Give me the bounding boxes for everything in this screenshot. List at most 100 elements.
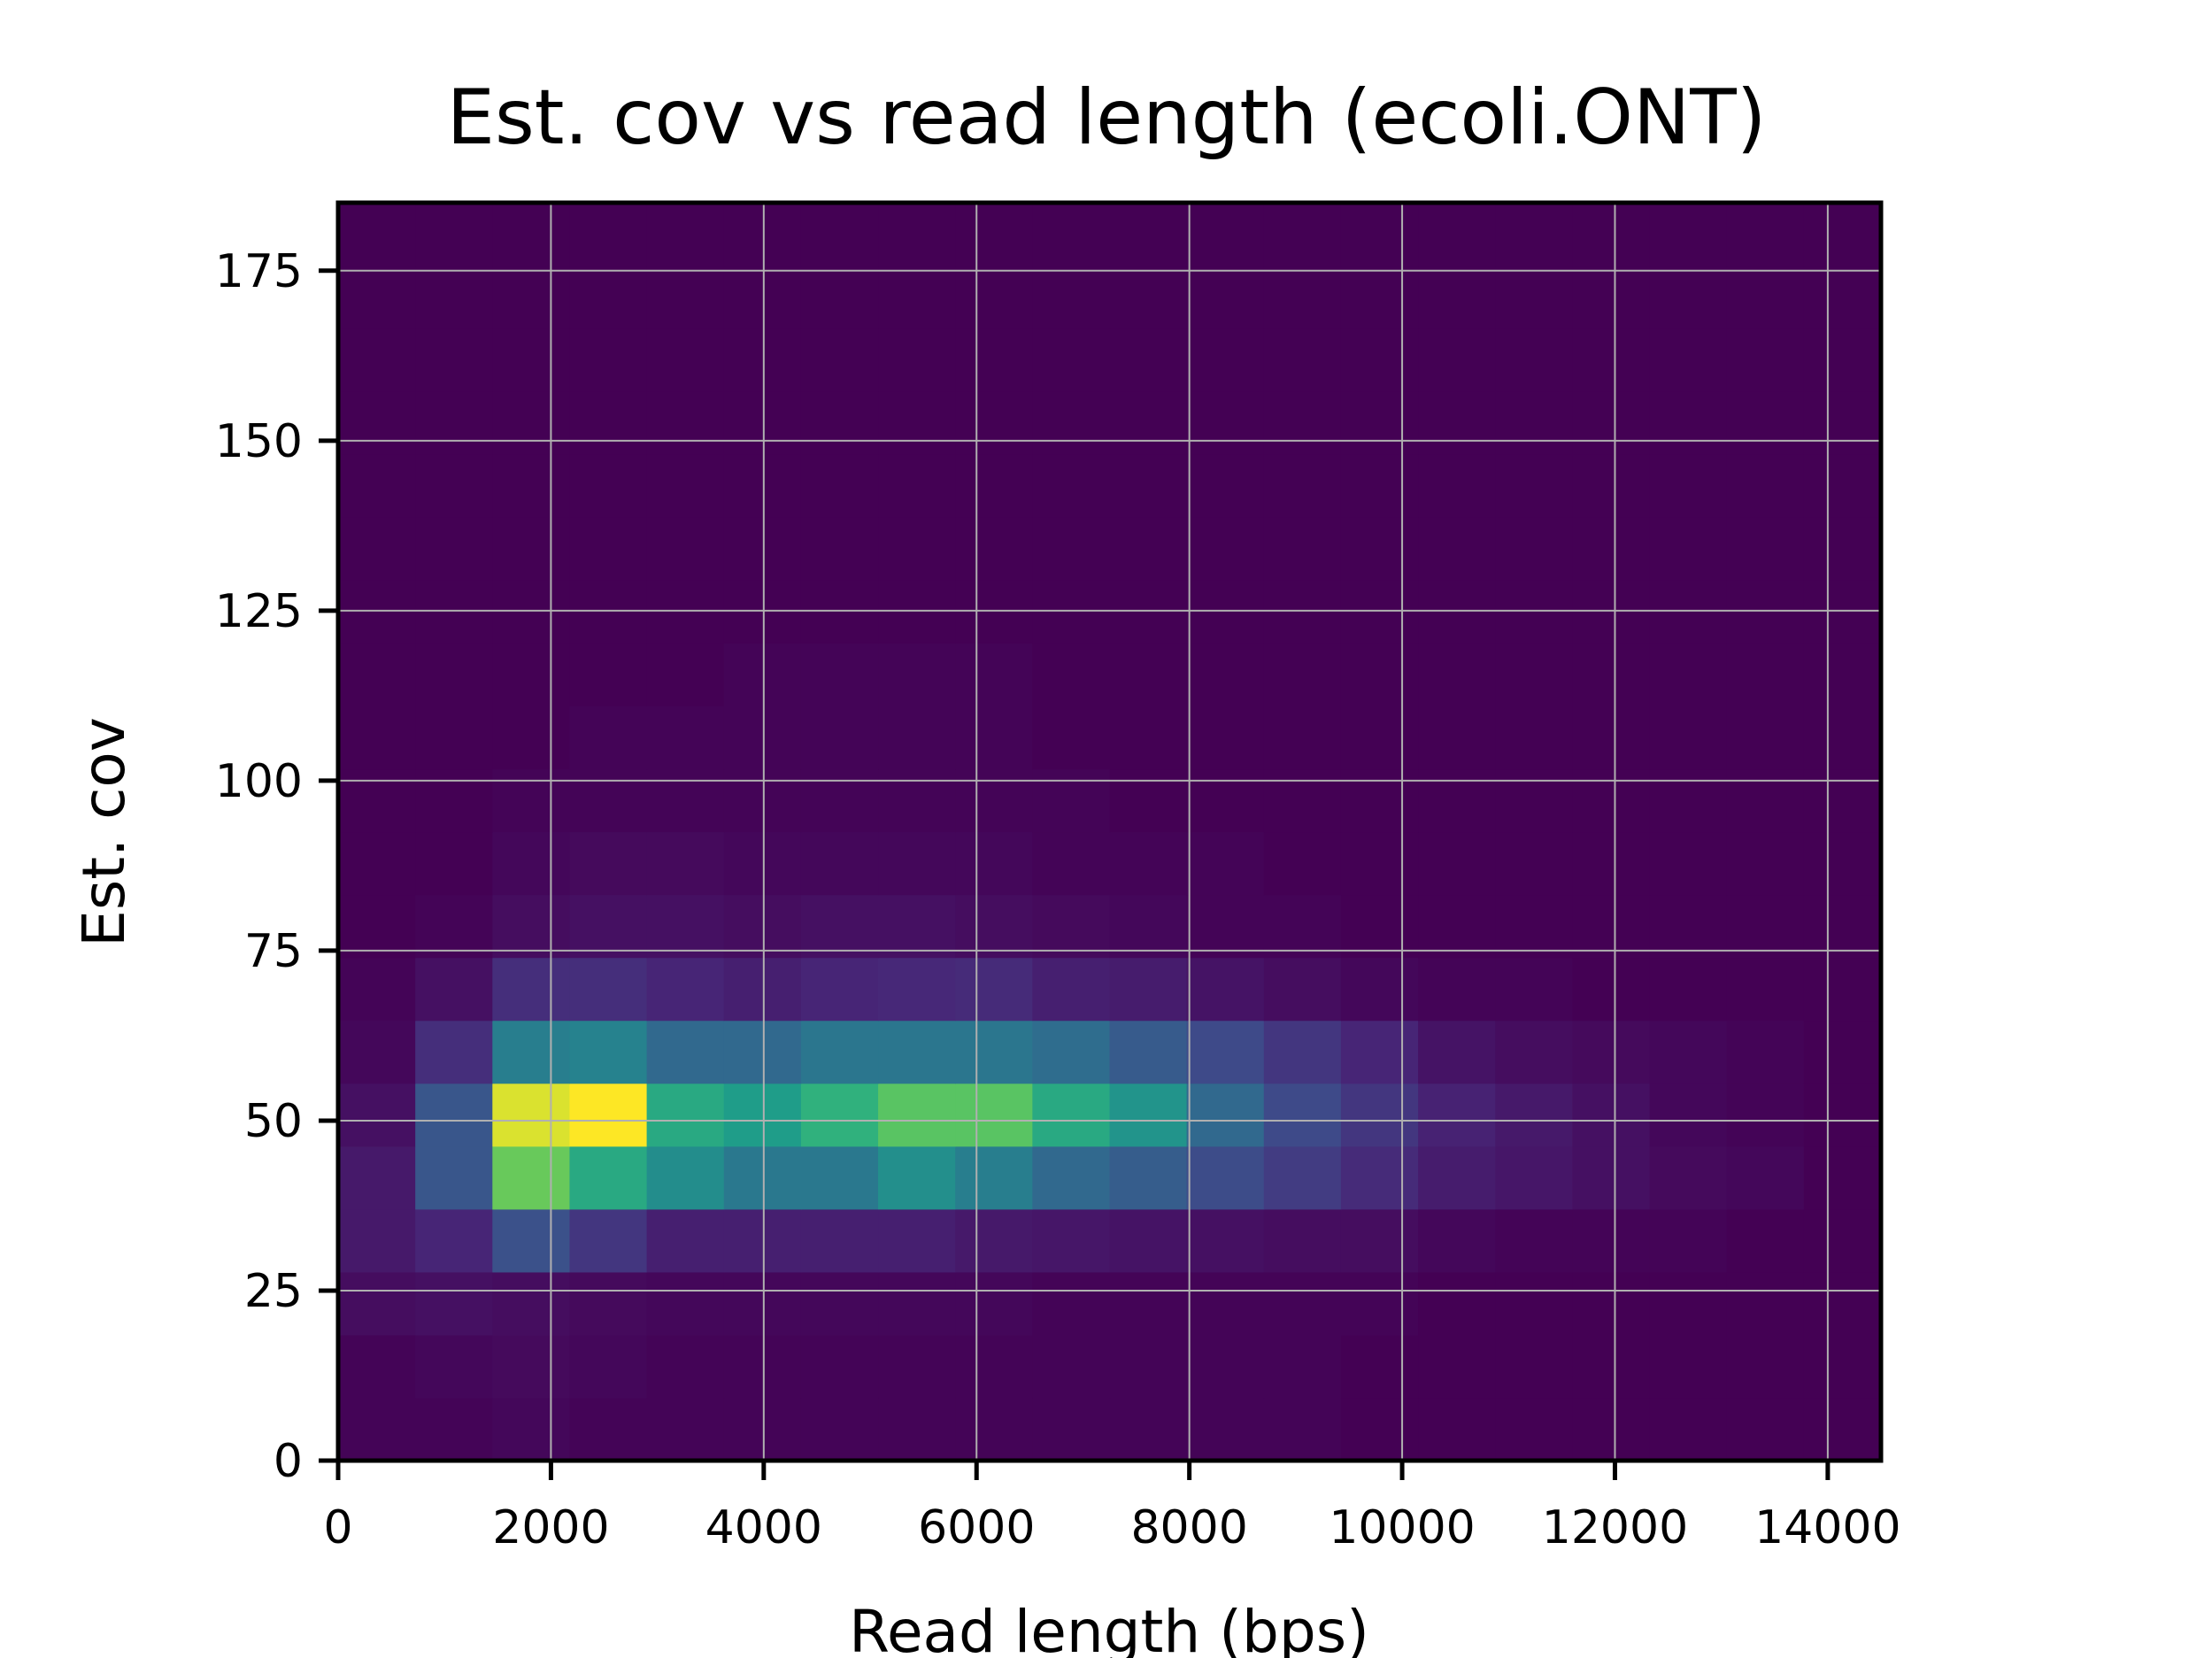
heatmap-cell xyxy=(1572,643,1651,706)
heatmap-cell xyxy=(569,1145,648,1210)
heatmap-cell xyxy=(1263,1397,1342,1461)
heatmap-cell xyxy=(1263,894,1342,959)
heatmap-cell xyxy=(569,643,648,706)
heatmap-cell xyxy=(1572,1334,1651,1399)
heatmap-cell xyxy=(1495,1020,1573,1084)
heatmap-cell xyxy=(723,957,802,1022)
heatmap-cell xyxy=(1649,1397,1728,1461)
heatmap-cell xyxy=(1109,580,1188,644)
y-tick-label: 75 xyxy=(244,925,303,978)
heatmap-cell xyxy=(1495,1208,1573,1273)
heatmap-cell xyxy=(1340,266,1419,329)
heatmap-cell xyxy=(569,831,648,896)
heatmap-cell xyxy=(1032,203,1111,266)
heatmap-cell xyxy=(723,643,802,706)
heatmap-cell xyxy=(415,1020,493,1084)
heatmap-cell xyxy=(1109,266,1188,329)
heatmap-cell xyxy=(415,706,493,770)
heatmap-cell xyxy=(1186,706,1265,770)
x-tick-label: 12000 xyxy=(1542,1501,1688,1554)
heatmap-cell xyxy=(800,454,879,518)
heatmap-cell xyxy=(1263,580,1342,644)
heatmap-cell xyxy=(1186,1271,1265,1336)
heatmap-cell xyxy=(415,454,493,518)
heatmap-cell xyxy=(955,1208,1033,1273)
heatmap-cell xyxy=(646,454,725,518)
heatmap-cell xyxy=(1418,203,1496,266)
heatmap-cell xyxy=(1340,328,1419,392)
heatmap-cell xyxy=(1109,831,1188,896)
heatmap-cell xyxy=(1340,1208,1419,1273)
heatmap-cell xyxy=(1726,580,1805,644)
heatmap-cell xyxy=(723,517,802,581)
heatmap-cell xyxy=(800,1208,879,1273)
heatmap-cell xyxy=(723,1145,802,1210)
heatmap-cell xyxy=(1495,1397,1573,1461)
heatmap-cell xyxy=(955,203,1033,266)
heatmap-cell xyxy=(1649,1145,1728,1210)
heatmap-cell xyxy=(723,894,802,959)
heatmap-cell xyxy=(955,1271,1033,1336)
heatmap-cell xyxy=(1495,391,1573,455)
heatmap-cell xyxy=(878,266,956,329)
heatmap-cell xyxy=(646,1145,725,1210)
heatmap-cell xyxy=(492,706,571,770)
heatmap-cell xyxy=(1263,1334,1342,1399)
heatmap-cell xyxy=(646,1208,725,1273)
heatmap-cell xyxy=(1726,203,1805,266)
heatmap-cell xyxy=(1263,391,1342,455)
heatmap-cell xyxy=(569,706,648,770)
heatmap-cell xyxy=(1263,517,1342,581)
heatmap-cell xyxy=(415,894,493,959)
heatmap-cell xyxy=(1032,831,1111,896)
heatmap-cell xyxy=(1418,1208,1496,1273)
heatmap-cell xyxy=(492,1083,571,1147)
heatmap-cell xyxy=(1649,768,1728,833)
heatmap-cell xyxy=(1803,517,1882,581)
heatmap-cell xyxy=(569,328,648,392)
heatmap-cell xyxy=(955,266,1033,329)
heatmap-cell xyxy=(878,1271,956,1336)
y-tick-label: 0 xyxy=(274,1435,303,1488)
heatmap-cell xyxy=(955,1397,1033,1461)
heatmap-cell xyxy=(1263,1083,1342,1147)
heatmap-cell xyxy=(338,1145,416,1210)
heatmap-cell xyxy=(1186,643,1265,706)
heatmap-cell xyxy=(1109,706,1188,770)
heatmap-cell xyxy=(1109,957,1188,1022)
heatmap-cell xyxy=(878,391,956,455)
heatmap-cell xyxy=(1032,517,1111,581)
heatmap-cell xyxy=(1572,1083,1651,1147)
heatmap-cell xyxy=(800,1397,879,1461)
heatmap-cell xyxy=(1649,894,1728,959)
heatmap-cell xyxy=(800,1334,879,1399)
heatmap-cell xyxy=(1572,266,1651,329)
x-axis-ticks: 0 2000 4000 6000 8000 10000 12000 14000 xyxy=(323,1461,1901,1554)
heatmap-cell xyxy=(1186,328,1265,392)
heatmap-cell xyxy=(878,768,956,833)
heatmap-cell xyxy=(1032,454,1111,518)
heatmap-cell xyxy=(338,1208,416,1273)
heatmap-cell xyxy=(338,1334,416,1399)
heatmap-cell xyxy=(1418,391,1496,455)
x-tick-label: 14000 xyxy=(1754,1501,1900,1554)
x-axis-label: Read length (bps) xyxy=(849,1598,1369,1658)
heatmap-cell xyxy=(1340,957,1419,1022)
heatmap-cell xyxy=(492,454,571,518)
heatmap-cell xyxy=(338,1020,416,1084)
heatmap-cell xyxy=(800,580,879,644)
heatmap-cell xyxy=(415,957,493,1022)
heatmap-cell xyxy=(1649,1208,1728,1273)
heatmap-cell xyxy=(1263,454,1342,518)
heatmap-cell xyxy=(1649,1083,1728,1147)
heatmap-cell xyxy=(1803,831,1882,896)
heatmap-cell xyxy=(878,1334,956,1399)
heatmap-cell xyxy=(1418,831,1496,896)
heatmap-cell xyxy=(878,1020,956,1084)
heatmap-cell xyxy=(1649,454,1728,518)
heatmap-cell xyxy=(800,706,879,770)
heatmap-cell xyxy=(1726,894,1805,959)
heatmap-cell xyxy=(1495,580,1573,644)
heatmap-cell xyxy=(1726,706,1805,770)
heatmap-cell xyxy=(1572,1020,1651,1084)
